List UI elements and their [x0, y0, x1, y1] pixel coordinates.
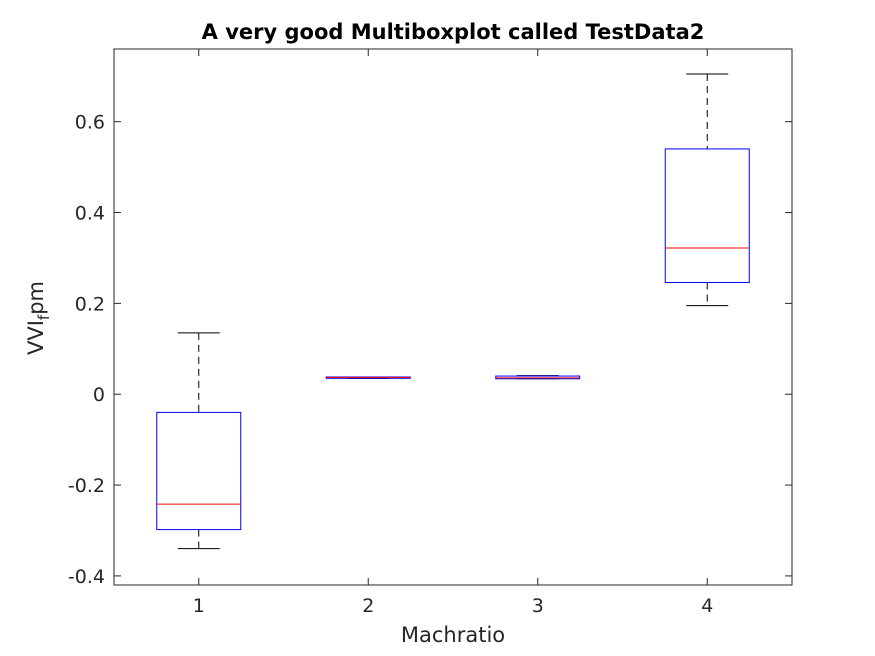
box-4: [664, 148, 750, 283]
box-1: [156, 411, 242, 531]
y-tick-label: -0.2: [68, 475, 105, 497]
y-tick-label: -0.4: [68, 566, 105, 588]
y-tick-label: 0.4: [75, 203, 105, 225]
x-tick-label: 1: [193, 595, 205, 617]
y-axis-title-main: VVI: [24, 320, 48, 355]
axes-frame: [113, 48, 793, 586]
y-tick-label: 0: [93, 384, 105, 406]
y-axis-title: VVIfpm: [24, 281, 53, 355]
x-tick-label: 3: [532, 595, 544, 617]
y-tick-label: 0.2: [75, 293, 105, 315]
y-axis-title-suffix: pm: [24, 281, 48, 315]
plot-area: -0.4 -0.2 0 0.2 0.4 0.6 1 2 3 4: [68, 48, 793, 617]
x-tick-label: 2: [362, 595, 374, 617]
y-axis-title-subscript: f: [35, 314, 53, 320]
x-axis-title: Machratio: [401, 623, 505, 647]
x-tick-label: 4: [701, 595, 713, 617]
y-tick-label: 0.6: [75, 112, 105, 134]
chart-title: A very good Multiboxplot called TestData…: [202, 20, 705, 44]
